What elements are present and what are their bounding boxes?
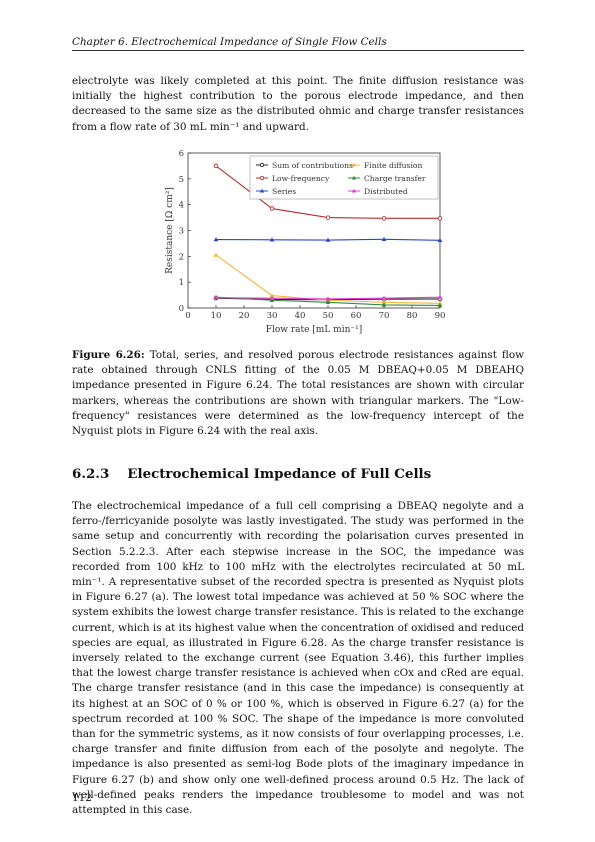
x-tick-label: 80 bbox=[407, 311, 418, 321]
figure-label: Figure 6.26: bbox=[72, 349, 145, 361]
x-tick-label: 60 bbox=[351, 311, 362, 321]
x-tick-label: 10 bbox=[211, 311, 222, 321]
data-point bbox=[259, 162, 265, 168]
legend-label: Charge transfer bbox=[364, 174, 426, 183]
legend-label: Finite diffusion bbox=[364, 161, 422, 170]
page-number: 112 bbox=[72, 792, 92, 804]
x-tick-label: 70 bbox=[379, 311, 390, 321]
data-point bbox=[213, 295, 219, 300]
legend-label: Sum of contributions bbox=[272, 161, 353, 170]
data-point bbox=[351, 175, 357, 180]
y-tick-label: 0 bbox=[179, 304, 184, 314]
data-point bbox=[325, 296, 331, 301]
x-tick-label: 30 bbox=[267, 311, 278, 321]
x-tick-label: 40 bbox=[295, 311, 306, 321]
x-axis-label: Flow rate [mL min⁻¹] bbox=[266, 325, 363, 335]
data-point bbox=[259, 175, 265, 181]
data-point bbox=[381, 299, 387, 304]
series-distributed bbox=[213, 294, 443, 301]
data-point bbox=[213, 252, 219, 257]
y-axis-label: Resistance [Ω cm²] bbox=[165, 187, 175, 274]
y-tick-label: 1 bbox=[179, 278, 184, 288]
data-point bbox=[325, 299, 331, 304]
data-point bbox=[269, 206, 275, 211]
paragraph-intro: electrolyte was likely completed at this… bbox=[72, 75, 524, 133]
legend-entry: Finite diffusion bbox=[348, 161, 422, 170]
data-point bbox=[437, 300, 443, 306]
data-point bbox=[213, 237, 219, 242]
legend-label: Low-frequency bbox=[272, 174, 330, 183]
data-point bbox=[437, 237, 443, 242]
y-tick-label: 5 bbox=[179, 175, 184, 185]
data-point bbox=[269, 297, 275, 302]
y-tick-label: 6 bbox=[179, 149, 184, 159]
data-point bbox=[437, 216, 443, 221]
figure-caption: Figure 6.26: Total, series, and resolved… bbox=[72, 348, 524, 439]
legend-entry: Low-frequency bbox=[256, 174, 330, 183]
data-point bbox=[381, 236, 387, 241]
legend-entry: Distributed bbox=[348, 187, 408, 196]
data-point bbox=[437, 294, 443, 299]
paragraph-full-cells: The electrochemical impedance of a full … bbox=[72, 500, 524, 817]
legend-box bbox=[249, 155, 439, 200]
figure-caption-text: Total, series, and resolved porous elect… bbox=[72, 349, 524, 438]
data-point bbox=[351, 162, 357, 167]
resistance-chart: 0 10 20 30 40 50 60 70 80 90 0 1 2 3 4 5 6 Flow rate [mL … bbox=[165, 149, 445, 335]
x-tick-label: 50 bbox=[323, 311, 334, 321]
data-point bbox=[269, 237, 275, 242]
series-line bbox=[215, 254, 441, 304]
legend-entry: Series bbox=[256, 187, 296, 196]
x-tick-label: 90 bbox=[435, 311, 446, 321]
data-point bbox=[325, 237, 331, 242]
section-number: 6.2.3 bbox=[72, 466, 110, 482]
x-tick-label: 0 bbox=[185, 311, 190, 321]
data-point bbox=[213, 163, 219, 169]
x-tick-label: 20 bbox=[239, 311, 250, 321]
running-header: Chapter 6. Electrochemical Impedance of … bbox=[72, 36, 524, 51]
chart-axes: 0 10 20 30 40 50 60 70 80 90 0 1 2 3 4 5 6 Flow rate [mL … bbox=[165, 149, 445, 335]
legend-label: Distributed bbox=[364, 187, 408, 196]
y-tick-label: 2 bbox=[179, 252, 184, 262]
section-title: Electrochemical Impedance of Full Cells bbox=[127, 466, 432, 482]
legend-label: Series bbox=[272, 187, 296, 196]
data-point bbox=[381, 302, 387, 307]
data-point bbox=[269, 295, 275, 300]
y-tick-label: 3 bbox=[179, 227, 184, 237]
data-point bbox=[381, 295, 387, 300]
chart-legend: Sum of contributions Finite diffusion Low-… bbox=[249, 155, 439, 200]
legend-entry: Sum of contributions bbox=[256, 161, 353, 170]
section-heading: 6.2.3 Electrochemical Impedance of Full C… bbox=[72, 466, 431, 482]
data-point bbox=[437, 303, 443, 308]
legend-entry: Charge transfer bbox=[348, 174, 426, 183]
data-point bbox=[381, 216, 387, 221]
data-point bbox=[269, 293, 275, 298]
data-point bbox=[325, 215, 331, 220]
data-point bbox=[351, 188, 357, 193]
y-tick-label: 4 bbox=[179, 201, 184, 211]
series-series bbox=[213, 236, 443, 242]
data-point bbox=[259, 188, 265, 193]
